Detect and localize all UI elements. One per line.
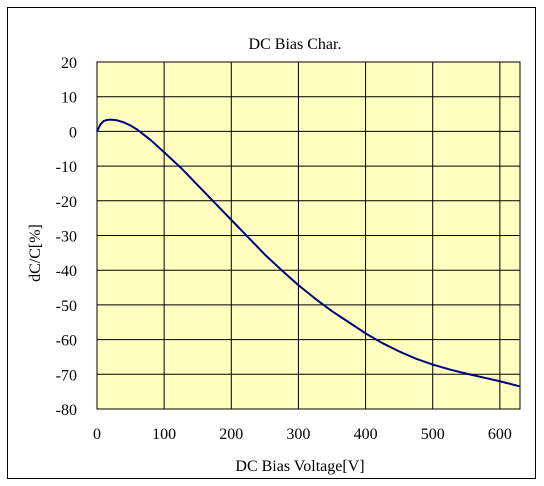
y-tick-label: 0 <box>69 124 77 141</box>
y-tick-label: -30 <box>56 229 77 246</box>
y-tick-label: -80 <box>56 402 77 419</box>
x-tick-label: 300 <box>286 426 310 443</box>
y-axis-label: dC/C[%] <box>27 224 44 282</box>
x-tick-label: 600 <box>488 426 512 443</box>
x-tick-label: 100 <box>152 426 176 443</box>
x-tick-label: 0 <box>93 426 101 443</box>
plot-border <box>96 61 521 410</box>
y-tick-label: -10 <box>56 159 77 176</box>
plot-area: 0 100 200 300 400 500 60020100-10-20-30-40-50-… <box>56 55 521 443</box>
x-axis-label: DC Bias Voltage[V] <box>235 458 364 475</box>
y-tick-label: -70 <box>56 367 77 384</box>
x-tick-label: 500 <box>421 426 445 443</box>
y-tick-label: 10 <box>61 90 77 107</box>
x-tick-label: 400 <box>354 426 378 443</box>
y-tick-label: -20 <box>56 194 77 211</box>
chart-title: DC Bias Char. <box>249 36 342 53</box>
y-tick-label: -50 <box>56 298 77 315</box>
y-tick-label: -40 <box>56 263 77 280</box>
series-line <box>96 118 521 388</box>
y-tick-label: 20 <box>61 55 77 72</box>
x-tick-label: 200 <box>219 426 243 443</box>
y-tick-label: -60 <box>56 333 77 350</box>
